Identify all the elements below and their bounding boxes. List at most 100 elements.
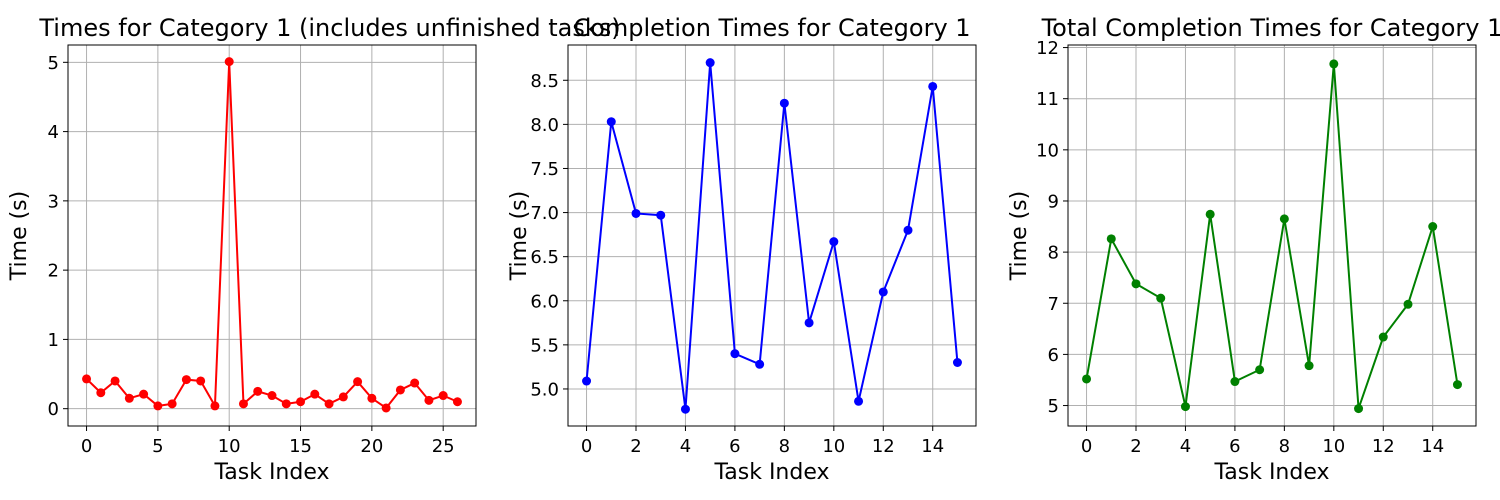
y-tick-label: 12	[1036, 38, 1059, 59]
data-point	[854, 396, 864, 406]
data-point	[410, 378, 420, 388]
data-point	[224, 57, 234, 67]
data-point	[952, 358, 962, 367]
x-tick-label: 0	[1081, 436, 1092, 457]
x-tick-label: 4	[680, 436, 691, 457]
data-point	[181, 375, 191, 385]
data-point	[829, 237, 839, 247]
data-point	[153, 401, 163, 411]
y-tick-label: 8	[1048, 243, 1059, 264]
y-tick-label: 7.5	[530, 159, 559, 180]
data-point	[196, 376, 206, 386]
data-point	[582, 376, 592, 386]
data-point	[656, 210, 666, 220]
data-point	[1452, 380, 1462, 390]
data-point	[395, 385, 405, 395]
y-tick-label: 5	[48, 53, 59, 74]
x-tick-label: 14	[921, 436, 944, 457]
data-point	[1082, 374, 1092, 384]
data-point	[310, 389, 320, 399]
y-tick-label: 7	[1048, 294, 1059, 315]
data-point	[82, 374, 92, 384]
y-tick-label: 6	[1048, 345, 1059, 366]
x-tick-label: 25	[432, 436, 455, 457]
data-point	[631, 208, 641, 218]
data-point	[253, 386, 263, 396]
data-point	[1354, 404, 1364, 414]
y-tick-label: 8.5	[530, 71, 559, 92]
subplot-completion-times: 0 2 4 6 8 10 12 14 5.0 5.5 6.0 6.5 7.0 7.5 8.0 8.5 Task …	[507, 14, 977, 485]
data-point	[680, 404, 690, 414]
y-tick-label: 5.0	[530, 379, 559, 400]
data-point	[1378, 332, 1388, 342]
data-point	[296, 397, 306, 407]
axes-frame	[67, 44, 477, 427]
data-point	[381, 403, 391, 413]
chart-title: Times for Category 1 (includes unfinishe…	[38, 14, 620, 42]
axes-frame	[567, 44, 977, 427]
data-point	[353, 377, 363, 387]
data-point	[139, 389, 149, 399]
data-point	[1156, 293, 1166, 303]
subplot-task-times: 0 5 10 15 20 25 0 1 2 3 4 5 Task Index Time (s) Times …	[7, 14, 621, 485]
x-tick-label: 12	[872, 436, 895, 457]
data-point	[804, 318, 814, 328]
y-tick-label: 7.0	[530, 203, 559, 224]
y-tick-label: 10	[1036, 140, 1059, 161]
x-tick-label: 10	[822, 436, 845, 457]
x-tick-label: 5	[152, 436, 163, 457]
y-tick-label: 6.0	[530, 291, 559, 312]
data-point	[1106, 234, 1116, 244]
x-tick-label: 10	[218, 436, 241, 457]
data-point	[1428, 222, 1438, 232]
y-tick-label: 11	[1036, 89, 1059, 110]
subplot-total-completion-times: 0 2 4 6 8 10 12 14 5 6 7 8 9 10 11 12 Task Index Time (s)…	[1007, 14, 1500, 485]
data-point	[424, 395, 434, 405]
data-point	[167, 399, 177, 409]
x-tick-label: 8	[1279, 436, 1290, 457]
data-point	[238, 399, 248, 409]
data-point	[1180, 402, 1190, 412]
data-point	[903, 225, 913, 235]
x-tick-label: 4	[1180, 436, 1191, 457]
data-point	[928, 81, 938, 91]
x-tick-label: 15	[289, 436, 312, 457]
x-axis-label: Task Index	[713, 460, 829, 485]
x-tick-label: 0	[81, 436, 92, 457]
data-point	[730, 349, 740, 359]
x-tick-label: 0	[581, 436, 592, 457]
x-axis-label: Task Index	[213, 460, 329, 485]
series-line	[85, 61, 458, 410]
data-point	[110, 376, 120, 386]
x-tick-label: 6	[729, 436, 740, 457]
x-tick-label: 12	[1372, 436, 1395, 457]
data-point	[438, 391, 448, 401]
chart-title: Completion Times for Category 1	[573, 14, 970, 42]
x-axis-label: Task Index	[1213, 460, 1329, 485]
data-point	[1403, 299, 1413, 309]
x-tick-label: 8	[779, 436, 790, 457]
data-point	[606, 117, 616, 127]
x-tick-label: 10	[1322, 436, 1345, 457]
y-tick-label: 8.0	[530, 115, 559, 136]
y-tick-label: 5	[1048, 396, 1059, 417]
y-tick-label: 3	[48, 191, 59, 212]
y-tick-label: 9	[1048, 191, 1059, 212]
y-axis-label: Time (s)	[1007, 191, 1032, 281]
data-point	[1230, 377, 1240, 387]
data-point	[1304, 361, 1314, 371]
y-tick-label: 1	[48, 330, 59, 351]
data-point	[267, 391, 277, 401]
data-point	[367, 393, 377, 403]
data-point	[878, 287, 888, 297]
data-point	[210, 401, 220, 411]
data-point	[96, 388, 106, 398]
data-point	[1205, 209, 1215, 219]
y-tick-label: 2	[48, 261, 59, 282]
y-tick-label: 4	[48, 122, 59, 143]
x-tick-label: 2	[1130, 436, 1141, 457]
x-tick-label: 2	[630, 436, 641, 457]
series-line	[1085, 63, 1459, 409]
y-axis-label: Time (s)	[7, 191, 32, 281]
